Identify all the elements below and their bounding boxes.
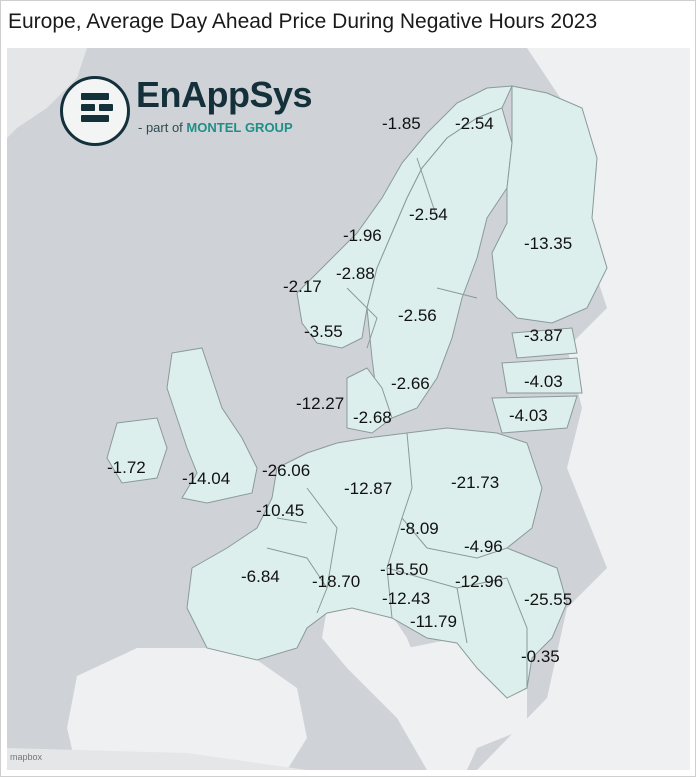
sweden-zone (366, 107, 513, 419)
price-label-no4: -1.85 (382, 114, 421, 133)
price-label-no2: -3.55 (304, 322, 343, 341)
price-label-ch: -18.70 (312, 572, 361, 591)
price-label-be: -10.45 (256, 501, 305, 520)
logo-tag-brand: MONTEL (186, 120, 242, 135)
latvia-zone (501, 357, 583, 394)
iberia-land (67, 648, 307, 770)
ireland-zone (106, 417, 168, 484)
price-label-bg: -0.35 (521, 647, 560, 666)
price-label-hr: -11.79 (410, 612, 457, 631)
price-label-at: -15.50 (380, 560, 429, 579)
price-label-gb: -14.04 (182, 469, 231, 488)
map-attribution: mapbox (10, 752, 43, 762)
price-label-sk: -4.96 (464, 537, 503, 556)
logo-tagline: - part of MONTEL GROUP (138, 120, 293, 135)
gb-zone (166, 347, 258, 504)
enappsys-logo-mark (60, 76, 130, 146)
logo-wordmark: EnAppSys (136, 74, 313, 115)
price-label-se2: -2.54 (409, 205, 448, 224)
greenland-land (7, 48, 87, 138)
price-label-ee: -3.87 (524, 326, 563, 345)
price-label-nl: -26.06 (262, 461, 311, 480)
continental-zone (186, 427, 568, 699)
price-label-fi: -13.35 (524, 234, 573, 253)
price-label-cz: -8.09 (400, 519, 439, 538)
price-label-dk2: -2.68 (353, 408, 392, 427)
price-label-se4: -2.66 (391, 374, 430, 393)
price-label-ro: -25.55 (524, 590, 573, 609)
africa-land (7, 748, 307, 770)
finland-zone (491, 85, 608, 324)
map-title: Europe, Average Day Ahead Price During N… (8, 10, 598, 33)
price-label-pl: -21.73 (451, 473, 500, 492)
price-label-ie: -1.72 (107, 458, 146, 477)
price-label-se3: -2.56 (398, 306, 437, 325)
country-borders (266, 157, 528, 688)
price-label-si: -12.43 (382, 589, 431, 608)
enappsys-logo: EnAppSys - part of MONTEL GROUP (56, 72, 356, 162)
logo-tag-suffix: GROUP (244, 120, 293, 135)
denmark-zone (346, 367, 393, 434)
italy-land (322, 608, 477, 770)
europe-map (7, 48, 690, 770)
map-canvas: -1.85 -2.54 -2.54 -1.96 -13.35 -2.88 -2.… (7, 48, 690, 770)
price-label-dk1: -12.27 (296, 394, 345, 413)
price-label-no3: -1.96 (343, 226, 382, 245)
price-label-lt: -4.03 (509, 406, 548, 425)
price-label-lv: -4.03 (524, 372, 563, 391)
lithuania-zone (491, 395, 578, 434)
price-label-no1: -2.88 (336, 264, 375, 283)
price-label-se1: -2.54 (455, 114, 494, 133)
price-label-no5: -2.17 (283, 277, 322, 296)
logo-tag-prefix: - part of (138, 120, 183, 135)
price-label-de: -12.87 (344, 479, 393, 498)
estonia-zone (511, 327, 578, 359)
eastern-land (477, 48, 690, 770)
price-label-hu: -12.96 (455, 572, 504, 591)
price-label-fr: -6.84 (241, 567, 280, 586)
